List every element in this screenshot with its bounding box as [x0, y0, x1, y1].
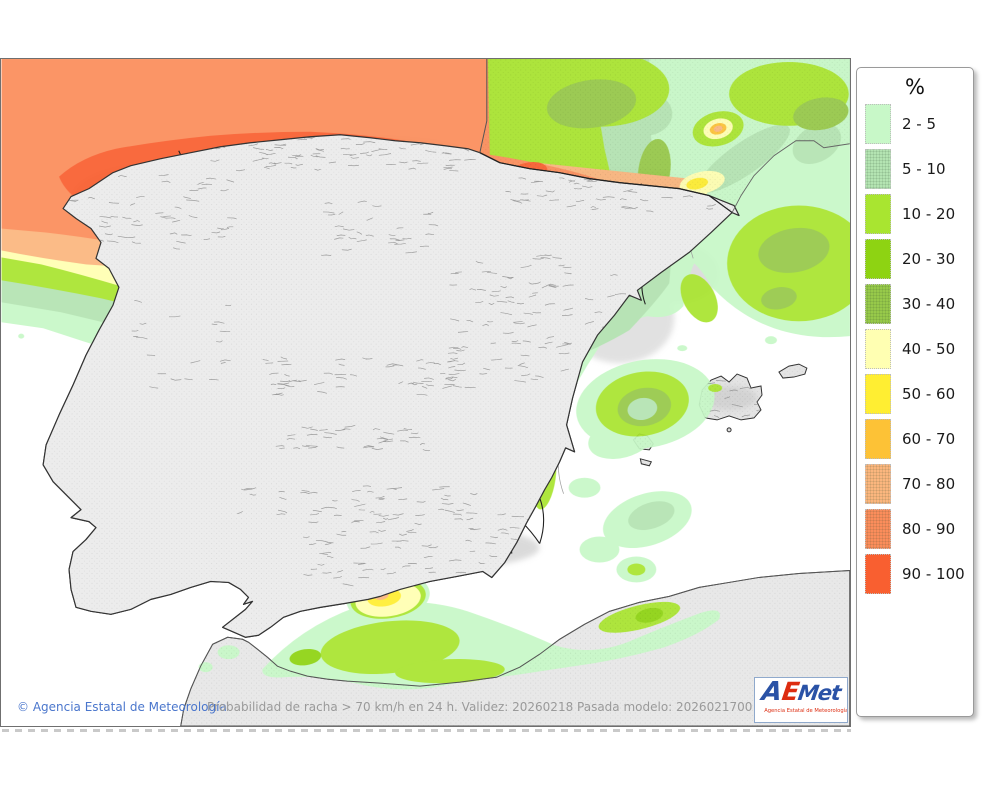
legend-swatch — [865, 194, 891, 234]
legend-label: 60 - 70 — [902, 430, 956, 448]
legend-swatch — [865, 554, 891, 594]
legend-swatch — [865, 149, 891, 189]
legend-label: 20 - 30 — [902, 250, 956, 268]
legend-entries: 2 - 5 5 - 10 10 - 20 20 - 30 30 - 40 40 - 50 5… — [857, 104, 973, 594]
copyright-text: © Agencia Estatal de Meteorología — [17, 700, 227, 714]
wind-gust-probability-map — [1, 59, 850, 726]
legend-label: 40 - 50 — [902, 340, 956, 358]
legend-label: 50 - 60 — [902, 385, 956, 403]
legend-label: 70 - 80 — [902, 475, 956, 493]
map-canvas: © Agencia Estatal de Meteorología Probab… — [0, 58, 851, 727]
legend-entry: 10 - 20 — [865, 194, 973, 234]
legend-swatch — [865, 329, 891, 369]
legend-entry: 30 - 40 — [865, 284, 973, 324]
aemet-logo-subtitle: Agencia Estatal de Meteorología — [764, 707, 848, 714]
aemet-logo-word: AEMet — [759, 677, 842, 707]
legend-panel: % 2 - 5 5 - 10 10 - 20 20 - 30 30 - 40 40 - 5… — [856, 67, 974, 717]
legend-label: 5 - 10 — [902, 160, 946, 178]
legend-swatch — [865, 239, 891, 279]
legend-entry: 60 - 70 — [865, 419, 973, 459]
map-bottom-dash-decoration — [2, 729, 851, 732]
legend-entry: 2 - 5 — [865, 104, 973, 144]
legend-swatch — [865, 464, 891, 504]
legend-label: 30 - 40 — [902, 295, 956, 313]
legend-entry: 20 - 30 — [865, 239, 973, 279]
aemet-logo: AEMet Agencia Estatal de Meteorología — [754, 677, 848, 723]
legend-label: 10 - 20 — [902, 205, 956, 223]
legend-swatch — [865, 419, 891, 459]
legend-swatch — [865, 374, 891, 414]
legend-label: 2 - 5 — [902, 115, 937, 133]
legend-swatch — [865, 509, 891, 549]
legend-entry: 70 - 80 — [865, 464, 973, 504]
legend-label: 80 - 90 — [902, 520, 956, 538]
legend-entry: 40 - 50 — [865, 329, 973, 369]
legend-swatch — [865, 284, 891, 324]
legend-entry: 90 - 100 — [865, 554, 973, 594]
legend-swatch — [865, 104, 891, 144]
map-caption-text: Probabilidad de racha > 70 km/h en 24 h.… — [207, 700, 753, 714]
legend-label: 90 - 100 — [902, 565, 965, 583]
legend-entry: 80 - 90 — [865, 509, 973, 549]
legend-entry: 5 - 10 — [865, 149, 973, 189]
legend-title: % — [905, 75, 925, 99]
legend-entry: 50 - 60 — [865, 374, 973, 414]
